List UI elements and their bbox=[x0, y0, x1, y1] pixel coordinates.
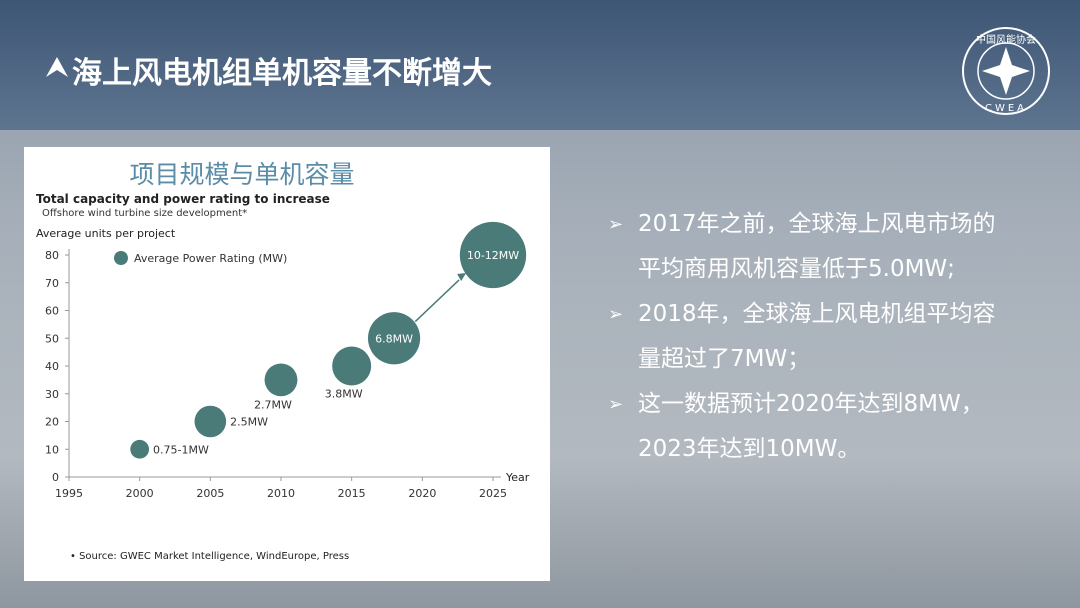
bubble bbox=[264, 363, 298, 397]
y-tick-label: 50 bbox=[45, 332, 59, 345]
x-tick-label: 1995 bbox=[55, 487, 83, 500]
y-tick-label: 60 bbox=[45, 305, 59, 318]
bubble-label: 0.75-1MW bbox=[153, 443, 209, 456]
chart-title: 项目规模与单机容量 bbox=[129, 160, 354, 189]
bullet-list: 2017年之前，全球海上风电市场的平均商用风机容量低于5.0MW;2018年，全… bbox=[608, 202, 1018, 472]
bubble bbox=[194, 405, 227, 438]
bubble-label: 10-12MW bbox=[467, 249, 519, 262]
bubble bbox=[130, 439, 150, 459]
title-bar bbox=[0, 0, 1080, 130]
logo-top: 中国风能协会 bbox=[976, 33, 1036, 46]
y-tick-label: 10 bbox=[45, 443, 59, 456]
source: • Source: GWEC Market Intelligence, Wind… bbox=[70, 551, 349, 562]
y-tick-label: 70 bbox=[45, 277, 59, 290]
x-tick-label: 2005 bbox=[196, 487, 224, 500]
bubble-label: 6.8MW bbox=[375, 332, 413, 345]
y-tick-label: 0 bbox=[52, 471, 59, 484]
legend-label: Average Power Rating (MW) bbox=[134, 252, 287, 265]
x-tick-label: 2010 bbox=[267, 487, 295, 500]
x-axis-label: Year bbox=[505, 471, 530, 484]
y-tick-label: 30 bbox=[45, 388, 59, 401]
chart-subtitle: Total capacity and power rating to incre… bbox=[36, 192, 330, 206]
x-tick-label: 2020 bbox=[408, 487, 436, 500]
bubble bbox=[332, 346, 372, 386]
arrow bbox=[414, 279, 460, 323]
bullet: 这一数据预计2020年达到8MW，2023年达到10MW。 bbox=[608, 382, 1018, 472]
logo: 中国风能协会 CWEA bbox=[962, 27, 1050, 115]
bubble bbox=[459, 221, 527, 289]
x-tick-label: 2025 bbox=[479, 487, 507, 500]
bubble-label: 3.8MW bbox=[325, 387, 363, 400]
title-icon bbox=[46, 57, 68, 77]
y-tick-label: 80 bbox=[45, 249, 59, 262]
x-tick-label: 2015 bbox=[338, 487, 366, 500]
bullet: 2018年，全球海上风电机组平均容量超过了7MW； bbox=[608, 292, 1018, 382]
legend-swatch bbox=[114, 251, 128, 265]
arrow-head bbox=[457, 273, 467, 282]
chart: 项目规模与单机容量 Total capacity and power rating… bbox=[24, 147, 550, 581]
y-axis-label: Average units per project bbox=[36, 227, 176, 240]
y-tick-label: 20 bbox=[45, 416, 59, 429]
y-tick-label: 40 bbox=[45, 360, 59, 373]
slide-title: 海上风电机组单机容量不断增大 bbox=[72, 56, 492, 91]
logo-bottom: CWEA bbox=[985, 103, 1027, 114]
bubble-label: 2.5MW bbox=[230, 416, 268, 429]
bullet: 2017年之前，全球海上风电市场的平均商用风机容量低于5.0MW; bbox=[608, 202, 1018, 292]
bubble-label: 2.7MW bbox=[254, 398, 292, 411]
chart-note: Offshore wind turbine size development* bbox=[42, 208, 247, 219]
bubble bbox=[367, 312, 421, 365]
x-tick-label: 2000 bbox=[126, 487, 154, 500]
